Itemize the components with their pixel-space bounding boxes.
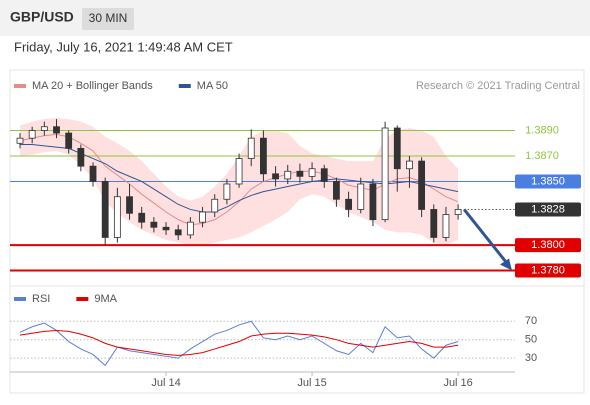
y-tick-label: 30	[525, 352, 537, 364]
y-tick-label: 50	[525, 334, 537, 346]
level-label: 1.3890	[525, 124, 559, 136]
rsi-line	[19, 329, 459, 356]
credit: Research © 2021 Trading Central	[416, 80, 580, 92]
candle-body	[247, 137, 255, 159]
candle-body	[357, 183, 365, 210]
level-label-box	[515, 202, 581, 217]
interval[interactable]: 30 MIN	[89, 11, 128, 25]
candle-body	[272, 173, 279, 180]
candle-body	[16, 137, 24, 144]
candle-body	[381, 127, 389, 221]
candle-body	[138, 212, 146, 223]
candle-body	[28, 130, 36, 139]
candle-body	[406, 160, 413, 170]
candle-body	[369, 183, 377, 221]
forecast-arrow	[462, 208, 510, 266]
legend-label: RSI	[32, 293, 50, 305]
candle-body	[333, 181, 340, 200]
candle-body	[162, 226, 170, 231]
candle-body	[150, 221, 158, 228]
candle-body	[284, 170, 292, 180]
candle-body	[259, 137, 267, 175]
level-label: 1.3870	[525, 150, 559, 162]
candle-body	[320, 168, 328, 182]
candle-body	[345, 198, 352, 210]
x-tick-label: Jul 15	[297, 377, 326, 389]
candle-body	[393, 127, 401, 170]
symbol: GBP/USD	[10, 9, 74, 25]
candle-body	[418, 160, 426, 210]
timestamp: Friday, July 16, 2021 1:49:48 AM CET	[14, 39, 233, 54]
candle-body	[442, 214, 450, 238]
candle-body	[77, 147, 85, 167]
legend-label: MA 20 + Bollinger Bands	[32, 80, 153, 92]
legend-label: MA 50	[197, 80, 228, 92]
candle-body	[65, 132, 73, 149]
interval-badge[interactable]	[82, 8, 134, 30]
candle-body	[186, 221, 194, 236]
candle-body	[126, 196, 133, 214]
legend-swatch	[178, 84, 191, 88]
x-tick-label: Jul 14	[151, 377, 180, 389]
candle-body	[308, 168, 316, 177]
candle-body	[174, 229, 182, 236]
candle-body	[89, 165, 97, 182]
level-label-box	[515, 174, 581, 189]
level-label: 1.3780	[531, 264, 565, 276]
rsi-line	[19, 320, 459, 367]
level-label: 1.3850	[531, 175, 565, 187]
forecast-arrowhead	[500, 258, 512, 271]
candle-body	[296, 170, 304, 177]
level-label-box	[515, 238, 581, 253]
level-label: 1.3800	[531, 239, 565, 251]
level-label: 1.3828	[531, 203, 565, 215]
candle-body	[199, 211, 206, 223]
level-label-box	[515, 263, 581, 278]
candle-body	[235, 158, 243, 185]
candle-body	[223, 183, 231, 200]
legend-swatch	[14, 297, 26, 301]
legend-swatch	[76, 297, 89, 301]
x-tick-label: Jul 16	[443, 377, 472, 389]
chart-frame	[9, 69, 585, 394]
legend-label: 9MA	[94, 293, 117, 305]
candle-body	[40, 126, 48, 131]
candle-body	[454, 209, 462, 215]
candle-body	[101, 181, 109, 238]
candle-body	[113, 196, 121, 238]
candle-body	[430, 209, 438, 238]
candle-body	[53, 126, 60, 134]
y-tick-label: 70	[525, 315, 537, 327]
legend-swatch	[14, 84, 26, 88]
candle-body	[211, 198, 219, 213]
